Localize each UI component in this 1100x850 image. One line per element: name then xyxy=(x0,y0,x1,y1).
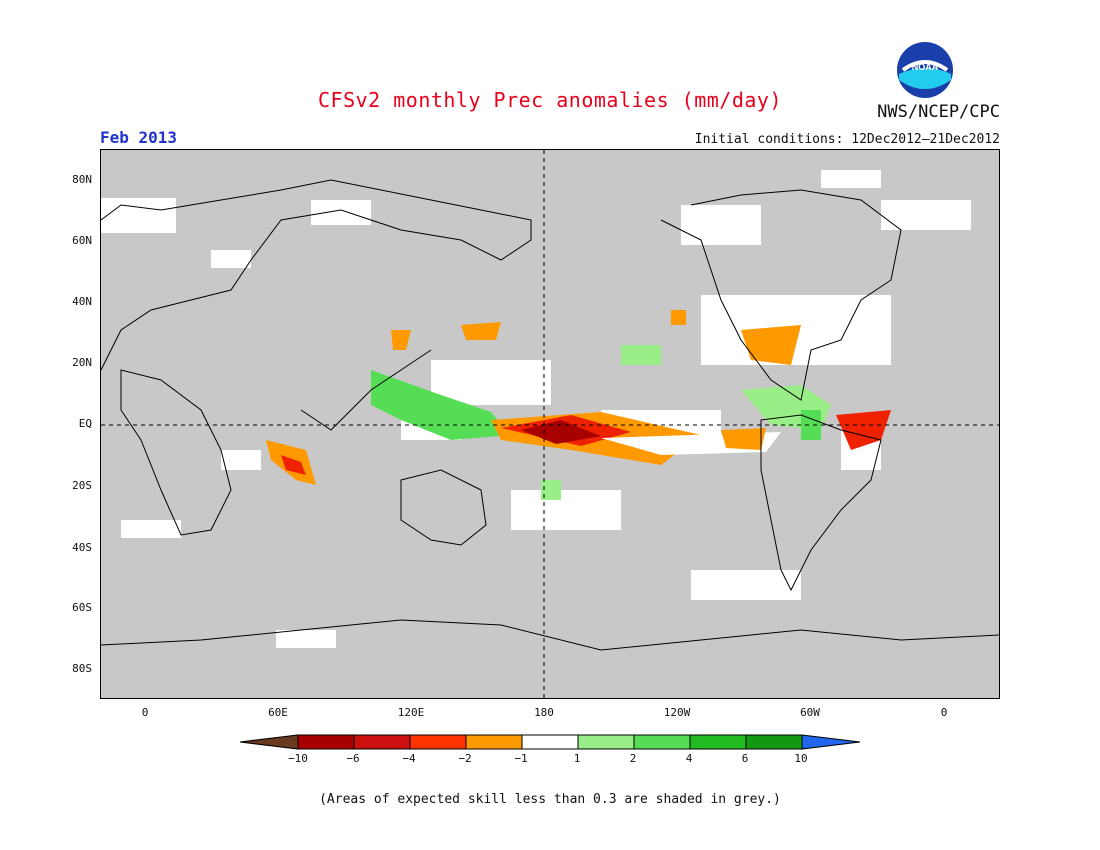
noaa-logo-icon: NOAA xyxy=(897,42,953,98)
colorbar xyxy=(240,734,861,750)
lat-label: 80N xyxy=(72,173,92,186)
colorbar-segment xyxy=(801,734,861,750)
colorbar-label: −2 xyxy=(458,752,472,765)
lat-label: 20N xyxy=(72,356,92,369)
lat-label: 80S xyxy=(72,662,92,675)
forecast-month: Feb 2013 xyxy=(100,128,178,147)
colorbar-segment xyxy=(297,734,355,750)
colorbar-label: −4 xyxy=(402,752,416,765)
colorbar-segment xyxy=(353,734,411,750)
colorbar-label: −1 xyxy=(514,752,528,765)
lat-label: 60S xyxy=(72,601,92,614)
colorbar-label: −10 xyxy=(288,752,308,765)
colorbar-segment xyxy=(465,734,523,750)
map-svg xyxy=(101,150,999,698)
wet-regions xyxy=(371,345,831,500)
colorbar-label: 4 xyxy=(685,752,693,765)
colorbar-segment xyxy=(745,734,803,750)
lat-label: 40S xyxy=(72,541,92,554)
lon-label: 60E xyxy=(268,706,288,719)
lon-label: 60W xyxy=(800,706,820,719)
colorbar-label: 2 xyxy=(629,752,637,765)
colorbar-segment xyxy=(409,734,467,750)
lon-label: 120E xyxy=(397,706,425,719)
coastlines xyxy=(101,179,999,651)
colorbar-label: 1 xyxy=(573,752,581,765)
colorbar-segment xyxy=(240,734,299,750)
lat-label: 40N xyxy=(72,295,92,308)
lon-label: 0 xyxy=(940,706,948,719)
colorbar-segment xyxy=(577,734,635,750)
footnote: (Areas of expected skill less than 0.3 a… xyxy=(319,792,781,807)
lon-label: 180 xyxy=(534,706,554,719)
colorbar-label: −6 xyxy=(346,752,360,765)
initial-conditions: Initial conditions: 12Dec2012–21Dec2012 xyxy=(694,132,1000,147)
lon-label: 120W xyxy=(663,706,691,719)
svg-text:NOAA: NOAA xyxy=(912,62,939,72)
lat-label: EQ xyxy=(78,417,92,430)
lon-label: 0 xyxy=(141,706,149,719)
neutral-regions xyxy=(101,170,971,648)
colorbar-label: 6 xyxy=(741,752,749,765)
colorbar-segment xyxy=(633,734,691,750)
map-panel xyxy=(100,149,1000,699)
chart-title: CFSv2 monthly Prec anomalies (mm/day) xyxy=(317,88,783,112)
colorbar-segment xyxy=(521,734,579,750)
colorbar-segment xyxy=(689,734,747,750)
agency-label: NWS/NCEP/CPC xyxy=(877,102,1000,122)
lat-label: 60N xyxy=(72,234,92,247)
lat-label: 20S xyxy=(72,479,92,492)
colorbar-label: 10 xyxy=(794,752,808,765)
